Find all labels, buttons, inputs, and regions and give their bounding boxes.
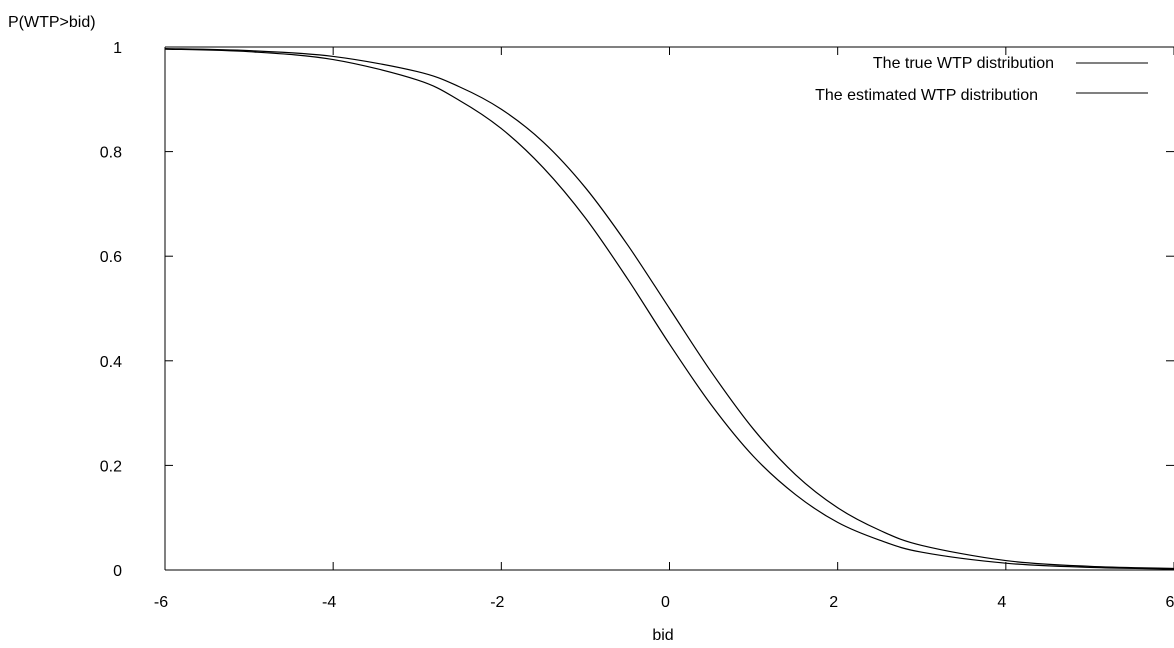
y-tick-label: 0.6 [100, 249, 122, 266]
y-tick-label: 0.2 [100, 458, 122, 475]
series-line-estimated [164, 48, 1174, 570]
legend-entry-label: The true WTP distribution [873, 55, 1054, 72]
y-tick-label: 1 [113, 40, 122, 57]
y-tick-label: 0 [113, 563, 122, 580]
x-tick-label: -6 [154, 594, 168, 611]
series-line-true [164, 47, 1174, 570]
legend: The true WTP distribution The estimated W… [815, 55, 1148, 104]
x-tick-label: -2 [490, 594, 504, 611]
x-tick-label: 0 [661, 594, 670, 611]
legend-entry-label: The estimated WTP distribution [815, 87, 1038, 104]
series-curves [164, 47, 1174, 570]
x-tick-label: 4 [997, 594, 1006, 611]
x-axis-label: bid [652, 627, 673, 644]
x-tick-label: 6 [1166, 594, 1174, 611]
y-tick-label: 0.8 [100, 145, 122, 162]
x-tick-label: 2 [829, 594, 838, 611]
x-tick-label: -4 [322, 594, 336, 611]
y-axis-label: P(WTP>bid) [8, 14, 96, 31]
axis-ticks: -6 -4 -2 0 2 4 6 0 0.2 0.4 0.6 0.8 1 [100, 40, 1174, 611]
y-tick-label: 0.4 [100, 354, 122, 371]
